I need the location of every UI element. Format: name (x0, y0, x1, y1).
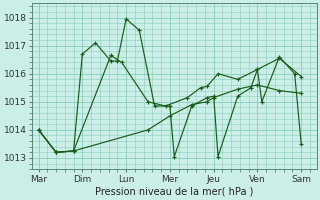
X-axis label: Pression niveau de la mer( hPa ): Pression niveau de la mer( hPa ) (95, 187, 253, 197)
